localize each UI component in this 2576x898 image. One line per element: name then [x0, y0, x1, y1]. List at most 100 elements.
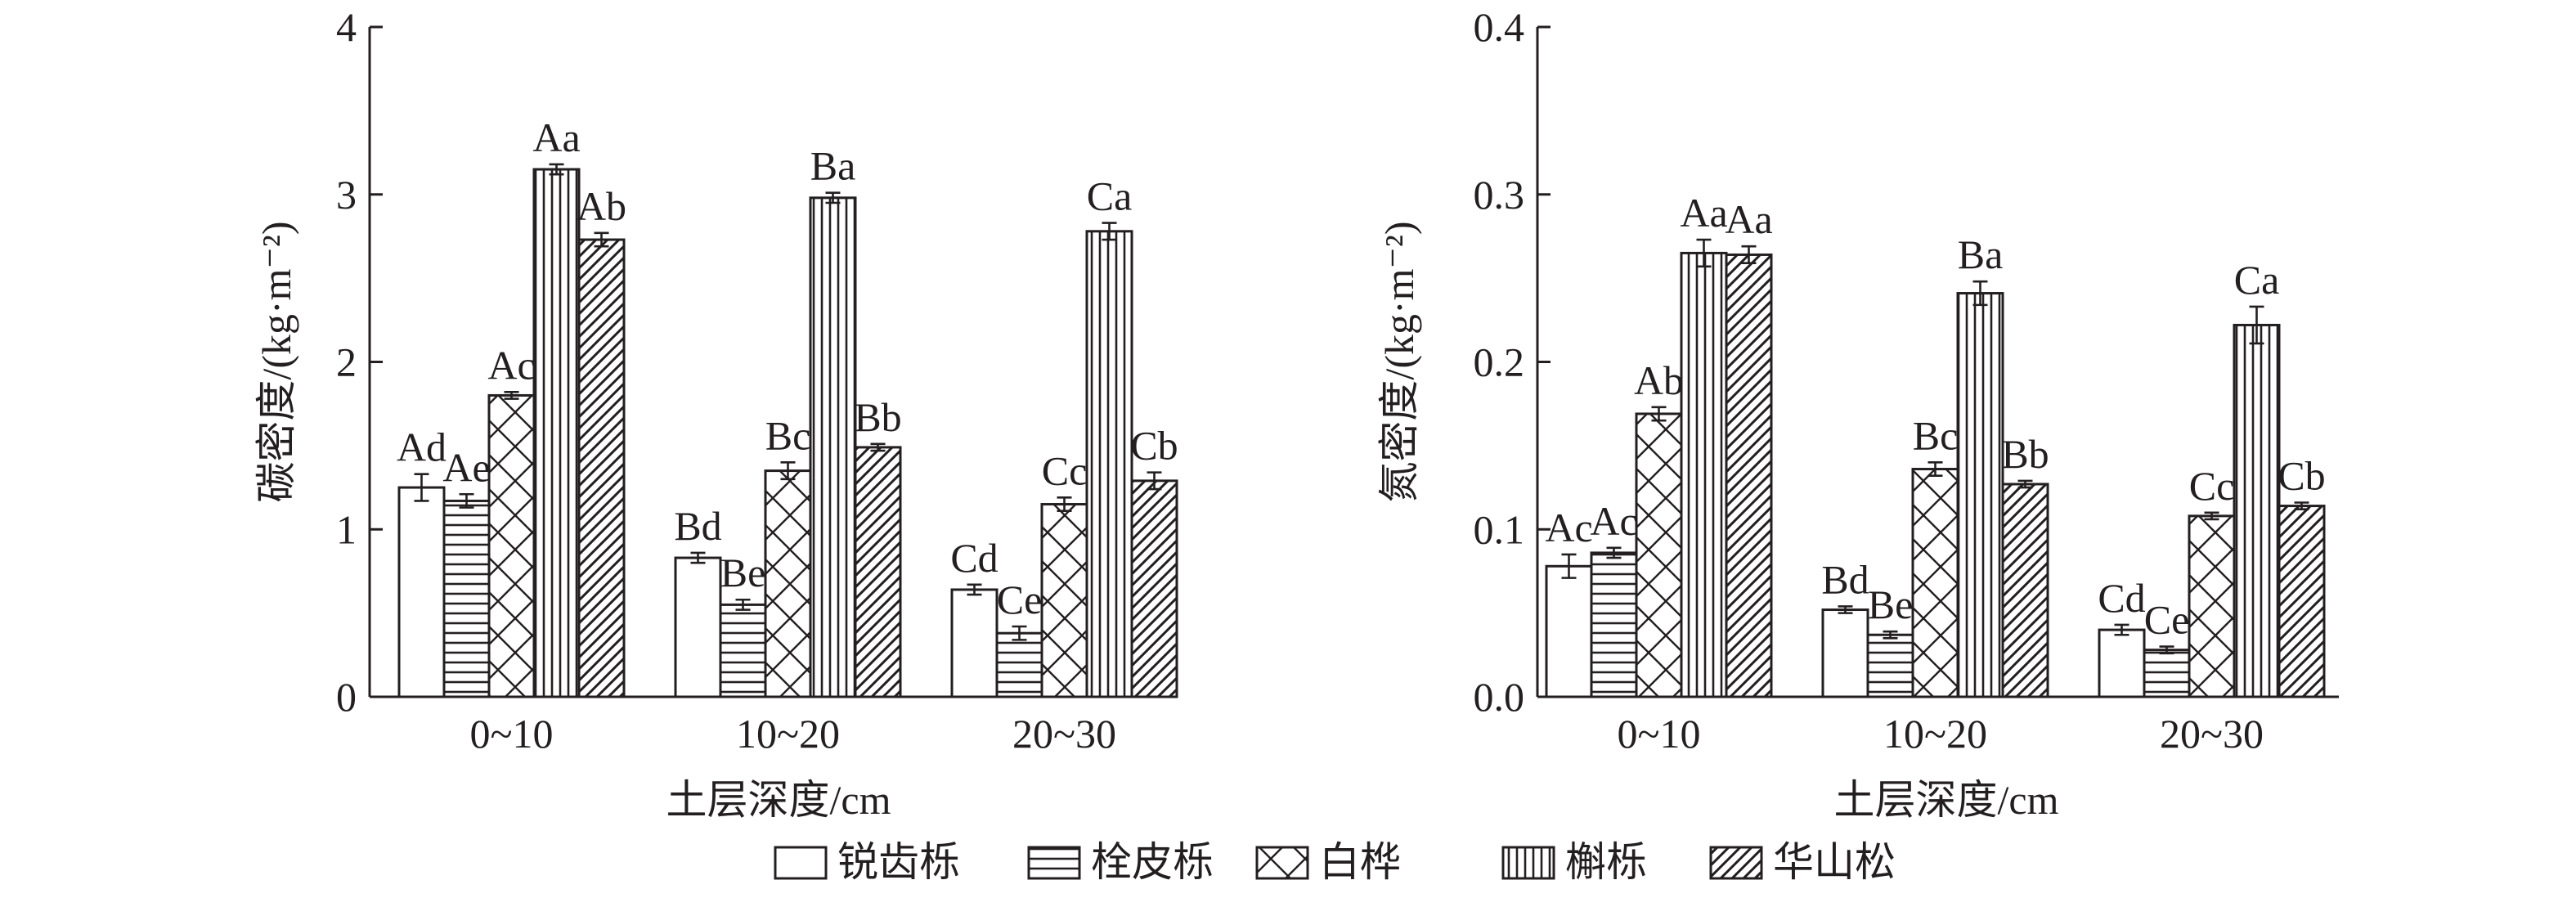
bar-4-3: [2233, 323, 2281, 698]
data-label: Ca: [2234, 257, 2280, 303]
bar-3-3: [1040, 503, 1088, 698]
data-label: Ab: [1634, 357, 1684, 403]
bar-3-2: [764, 469, 812, 698]
x-tick-label: 20~30: [2160, 711, 2264, 757]
legend-swatch: [1709, 846, 1763, 880]
x-tick-label: 10~20: [1883, 711, 1987, 757]
bar-1-1: [397, 486, 446, 698]
data-label: Cb: [2278, 452, 2325, 498]
data-label: Aa: [532, 114, 580, 160]
y-tick-label: 3: [336, 172, 357, 218]
bar-1-1: [1545, 564, 1593, 698]
legend-label: 槲栎: [1565, 839, 1647, 885]
bar-1-2: [1821, 608, 1869, 698]
data-label: Cd: [2098, 575, 2145, 621]
bar-2-3: [2143, 649, 2191, 698]
bar-3-1: [1635, 412, 1683, 698]
legend-item-2: 栓皮栎: [1027, 839, 1214, 885]
bar-2-2: [1866, 633, 1914, 698]
y-tick-label: 0.0: [1474, 674, 1525, 720]
bar-1-3: [950, 588, 999, 698]
data-label: Cd: [950, 535, 998, 581]
data-label: Ca: [1087, 173, 1133, 219]
legend: 锐齿栎 栓皮栎 白桦 槲栎 华山松: [774, 839, 1896, 885]
data-label: Be: [1868, 581, 1914, 627]
data-label: Ae: [442, 444, 490, 490]
data-label: Ac: [1590, 498, 1637, 544]
legend-item-4: 槲栎: [1501, 839, 1647, 885]
data-label: Bd: [674, 503, 721, 549]
bar-2-2: [719, 603, 767, 698]
bar-5-2: [2001, 483, 2049, 698]
y-axis-title: 氮密度/(kg·m⁻²): [1376, 221, 1422, 502]
y-tick-label: 2: [336, 339, 357, 385]
legend-item-5: 华山松: [1709, 839, 1896, 885]
bar-5-1: [577, 238, 626, 698]
legend-swatch: [1501, 846, 1555, 880]
data-label: Be: [720, 550, 766, 595]
y-tick-label: 4: [336, 4, 357, 50]
bar-3-3: [2188, 514, 2236, 698]
y-axis-title: 碳密度/(kg·m⁻²): [254, 221, 299, 502]
bar-1-2: [674, 556, 722, 698]
x-axis-title: 土层深度/cm: [666, 777, 891, 823]
x-tick-label: 20~30: [1012, 711, 1116, 757]
bar-2-3: [995, 631, 1043, 698]
data-label: Ba: [810, 143, 856, 189]
bar-5-2: [854, 446, 902, 698]
bar-4-2: [809, 196, 857, 698]
legend-label: 栓皮栎: [1091, 839, 1214, 885]
data-label: Aa: [1725, 196, 1772, 242]
data-label: Ce: [997, 577, 1043, 622]
x-tick-label: 10~20: [736, 711, 840, 757]
y-tick-label: 0.2: [1474, 339, 1525, 385]
y-tick-label: 1: [336, 506, 357, 552]
data-label: Aa: [1680, 190, 1727, 236]
legend-swatch: [1255, 846, 1309, 880]
data-label: Ab: [577, 183, 626, 229]
data-label: Bb: [2001, 431, 2049, 477]
data-label: Ac: [1545, 505, 1592, 550]
bar-3-1: [487, 393, 536, 698]
legend-item-1: 锐齿栎: [774, 839, 960, 885]
bar-2-1: [442, 499, 491, 698]
bar-5-3: [2278, 505, 2326, 698]
data-label: Cc: [1042, 447, 1088, 493]
bar-2-1: [1590, 551, 1638, 698]
data-label: Ad: [397, 424, 447, 470]
bar-4-3: [1085, 230, 1133, 698]
data-label: Bd: [1821, 556, 1869, 602]
legend-swatch: [774, 846, 828, 880]
legend-label: 锐齿栎: [837, 839, 960, 885]
x-axis-title: 土层深度/cm: [1834, 777, 2059, 823]
data-label: Ce: [2144, 597, 2190, 643]
data-label: Bb: [854, 394, 901, 440]
bar-4-1: [532, 168, 581, 698]
data-label: Ac: [487, 342, 535, 388]
legend-item-3: 白桦: [1255, 839, 1401, 885]
data-label: Cc: [2189, 463, 2235, 509]
data-label: Cb: [1130, 423, 1178, 469]
y-tick-label: 0.3: [1474, 172, 1525, 218]
bar-5-3: [1130, 479, 1178, 698]
data-label: Bc: [1913, 412, 1959, 458]
data-label: Bc: [765, 412, 811, 458]
y-tick-label: 0: [336, 674, 357, 720]
legend-label: 华山松: [1773, 839, 1896, 885]
y-tick-label: 0.1: [1474, 506, 1525, 552]
data-label: Ba: [1958, 231, 2004, 277]
legend-label: 白桦: [1319, 839, 1401, 885]
bar-3-2: [1911, 468, 1959, 698]
y-tick-label: 0.4: [1474, 4, 1525, 50]
legend-swatch: [1027, 846, 1081, 880]
bar-4-2: [1956, 292, 2004, 698]
bar-5-1: [1725, 253, 1773, 698]
x-tick-label: 0~10: [469, 711, 553, 757]
bar-1-3: [2098, 628, 2146, 698]
bar-4-1: [1680, 251, 1728, 698]
x-tick-label: 0~10: [1617, 711, 1700, 757]
